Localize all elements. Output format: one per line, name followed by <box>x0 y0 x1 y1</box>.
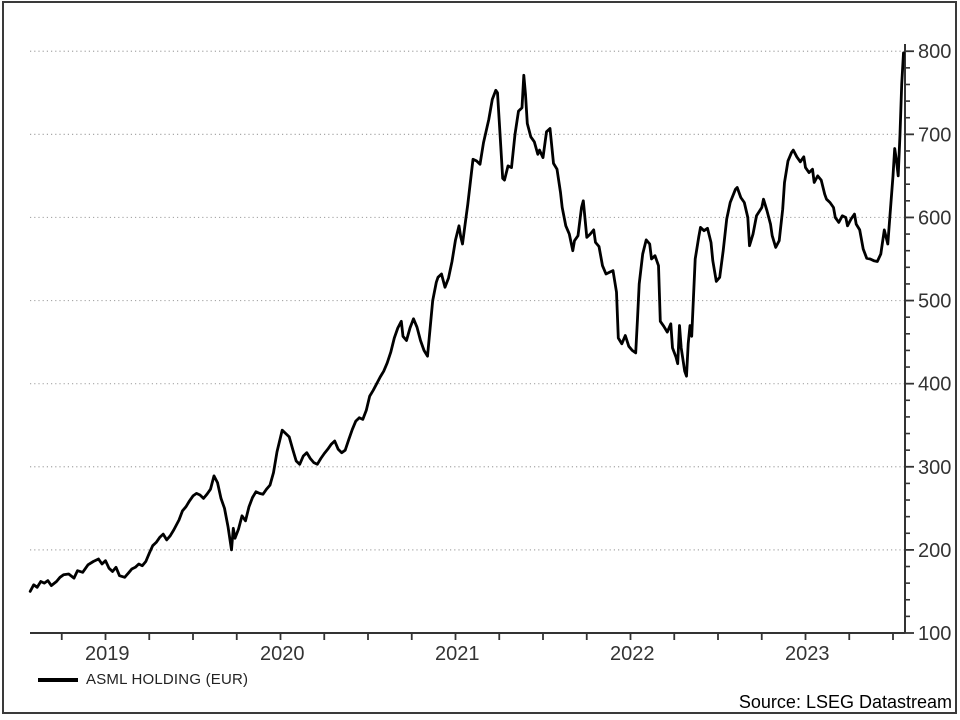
x-year-label: 2021 <box>435 643 480 665</box>
y-tick-label: 700 <box>918 124 951 146</box>
legend-line-swatch <box>38 677 78 682</box>
x-year-label: 2023 <box>785 643 830 665</box>
y-tick-label: 500 <box>918 291 951 313</box>
x-year-label: 2020 <box>260 643 305 665</box>
y-tick-label: 800 <box>918 41 951 63</box>
y-tick-label: 300 <box>918 457 951 479</box>
y-tick-label: 200 <box>918 540 951 562</box>
y-tick-label: 400 <box>918 374 951 396</box>
legend: ASML HOLDING (EUR) <box>38 671 248 688</box>
x-year-label: 2019 <box>85 643 130 665</box>
y-tick-label: 100 <box>918 623 951 645</box>
source-credit: Source: LSEG Datastream <box>738 692 952 712</box>
price-line <box>28 51 905 593</box>
y-tick-label: 600 <box>918 207 951 229</box>
legend-label: ASML HOLDING (EUR) <box>86 671 249 688</box>
x-year-label: 2022 <box>610 643 655 665</box>
